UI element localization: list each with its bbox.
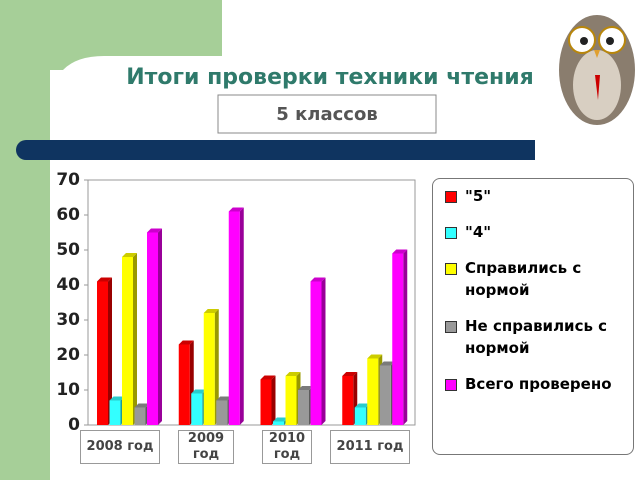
bar-side <box>133 253 137 425</box>
legend-swatch <box>445 321 457 333</box>
bar <box>122 257 133 425</box>
legend-swatch <box>445 191 457 203</box>
bar <box>379 365 391 425</box>
legend-item: Не справились с нормой <box>445 315 627 359</box>
y-tick-label: 40 <box>56 275 80 295</box>
legend-label: "4" <box>465 223 492 241</box>
bar <box>392 253 404 425</box>
bar <box>147 232 158 425</box>
bar-top <box>367 354 383 359</box>
bar-side <box>271 375 276 425</box>
bar-top <box>260 375 276 380</box>
bar-side <box>158 228 162 425</box>
bar <box>134 407 146 425</box>
bar-top <box>342 372 358 376</box>
bar-top <box>178 340 194 345</box>
bar-top <box>285 372 301 376</box>
bar <box>367 358 379 425</box>
plot-area <box>87 179 416 426</box>
bar-top <box>379 361 395 366</box>
bar <box>298 390 309 425</box>
bar-top <box>191 389 207 394</box>
bar-top <box>203 309 219 313</box>
bar-side <box>321 277 326 425</box>
bar-top <box>147 228 162 233</box>
owl <box>559 15 635 125</box>
y-tick-label: 0 <box>68 415 80 435</box>
bar <box>191 393 203 425</box>
bar-side <box>214 309 219 425</box>
bar <box>109 400 121 425</box>
legend-label: "5" <box>465 187 492 205</box>
bar-side <box>239 207 244 425</box>
legend-swatch <box>445 379 457 391</box>
chart-title: Итоги проверки техники чтения <box>126 65 534 90</box>
bar <box>260 379 272 425</box>
legend-label: Справились с нормой <box>465 259 582 299</box>
y-tick-label: 20 <box>56 345 80 365</box>
green-strip <box>0 0 50 480</box>
y-tick-label: 30 <box>56 310 80 330</box>
bar <box>285 376 297 425</box>
y-tick-label: 70 <box>56 170 80 190</box>
bar <box>354 407 366 425</box>
bar-top <box>216 396 232 401</box>
bar <box>178 344 190 425</box>
bar-top <box>310 277 326 282</box>
legend-item: Справились с нормой <box>445 257 627 301</box>
bar-top <box>273 417 288 422</box>
subtitle-box <box>217 94 437 134</box>
legend-label: Всего проверено <box>465 375 612 393</box>
legend-label: Не справились с нормой <box>465 317 608 357</box>
bar <box>203 313 215 425</box>
legend-item: "5" <box>445 185 627 207</box>
bar-top <box>134 403 150 408</box>
x-tick-label: 2011 год <box>330 430 410 464</box>
y-tick-label: 60 <box>56 205 80 225</box>
bar <box>228 211 240 425</box>
legend: "5" "4" Справились с нормой Не справились с… <box>432 178 634 455</box>
divider-bar <box>16 140 535 160</box>
bar-side <box>403 249 408 425</box>
bar-side <box>108 277 112 425</box>
bar-top <box>298 386 313 390</box>
x-tick-label: 2009 год <box>178 430 234 464</box>
legend-swatch <box>445 227 457 239</box>
bar-top <box>354 403 370 408</box>
bar-top <box>109 396 125 401</box>
bar-top <box>228 207 244 212</box>
legend-swatch <box>445 263 457 275</box>
x-tick-label: 2010 год <box>262 430 312 464</box>
bar <box>273 421 284 425</box>
bar <box>97 281 108 425</box>
bar <box>310 281 322 425</box>
bar-top <box>97 277 112 282</box>
legend-item: Всего проверено <box>445 373 627 395</box>
y-tick-label: 10 <box>56 380 80 400</box>
x-tick-label: 2008 год <box>80 430 160 464</box>
bar-top <box>392 249 408 254</box>
y-tick-label: 50 <box>56 240 80 260</box>
legend-item: "4" <box>445 221 627 243</box>
bar <box>342 376 354 425</box>
subtitle: 5 классов <box>276 104 377 125</box>
bar <box>216 400 228 425</box>
bar-top <box>122 253 137 257</box>
